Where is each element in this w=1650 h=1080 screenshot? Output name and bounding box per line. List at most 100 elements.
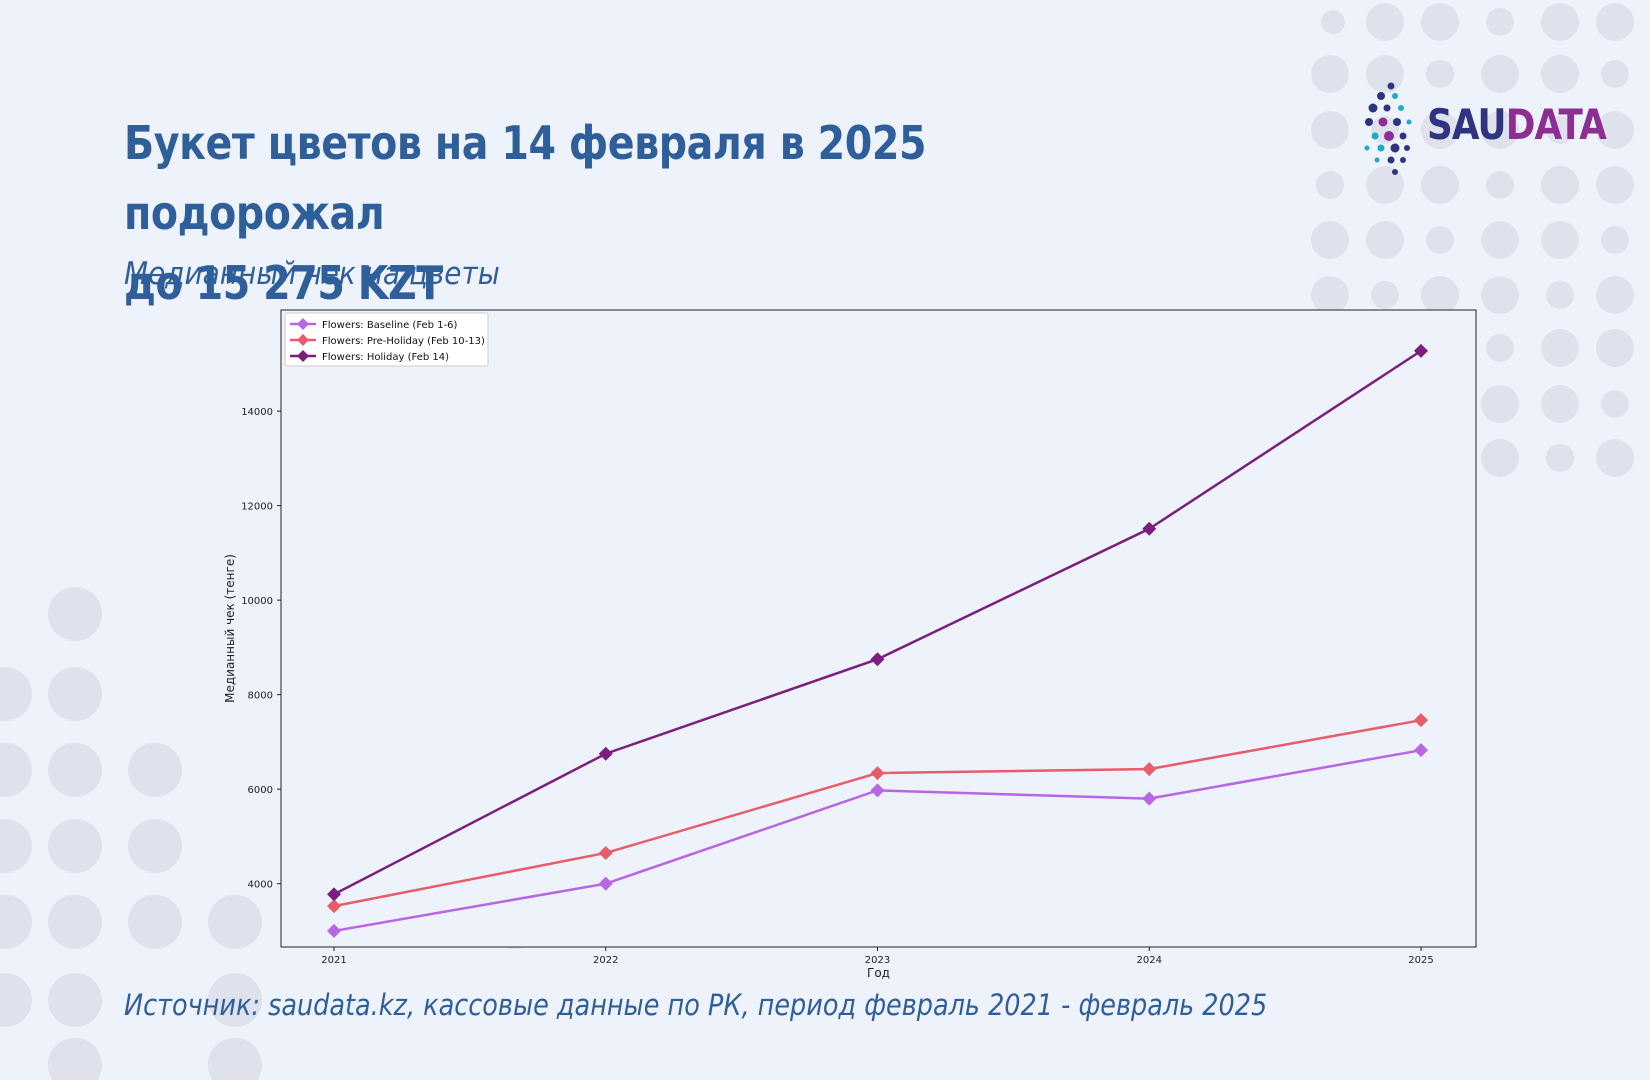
background-dot [1601,226,1629,254]
background-dot [48,895,102,949]
background-dot [0,667,32,721]
y-tick-label: 14000 [241,407,273,418]
background-dot [128,743,182,797]
y-tick-label: 6000 [248,785,273,796]
data-point [1414,743,1428,758]
background-dot [1546,444,1574,472]
background-dot [208,895,262,949]
background-dot [1311,111,1349,149]
background-dot [1541,385,1579,423]
title-line-1: Букет цветов на 14 февраля в 2025 подоро… [124,116,927,240]
background-dot [1421,3,1459,41]
background-dot [1596,439,1634,477]
chart-subtitle: Медианный чек на цветы [124,256,500,292]
data-point [598,845,613,860]
background-dot [1421,166,1459,204]
background-dot [1481,221,1519,259]
data-point [598,876,613,891]
x-tick-label: 2024 [1137,955,1162,966]
background-dot [1421,276,1459,314]
background-dot [1311,276,1349,314]
legend-marker [297,350,309,362]
data-point [870,783,885,798]
data-point [870,652,885,667]
background-dot [128,819,182,873]
background-dot [0,973,32,1027]
background-dot [1486,8,1514,36]
data-point [1142,791,1157,806]
x-axis-label: Год [867,966,890,980]
data-point [327,923,341,938]
background-dot [0,743,32,797]
x-tick-label: 2022 [593,955,618,966]
background-dot [1541,221,1579,259]
background-dot [1546,281,1574,309]
background-dot [128,895,182,949]
background-dot [1541,166,1579,204]
background-dot [1541,55,1579,93]
background-dot [48,1038,102,1080]
background-dot [48,587,102,641]
y-tick-label: 4000 [248,880,273,891]
background-dot [1371,281,1399,309]
background-dot [1596,111,1634,149]
legend-label: Flowers: Pre-Holiday (Feb 10-13) [322,336,485,347]
background-dot [1421,111,1459,149]
data-point [870,766,885,781]
background-dot [1596,329,1634,367]
source-note: Источник: saudata.kz, кассовые данные по… [124,988,1268,1022]
background-dot [208,973,262,1027]
legend-label: Flowers: Holiday (Feb 14) [322,352,449,363]
plot-area [280,309,1477,948]
background-dot [1486,334,1514,362]
background-dot [1366,221,1404,259]
logo-text: SAUDATA [1427,100,1607,149]
background-dot [1321,10,1345,34]
y-tick-label: 10000 [241,596,273,607]
data-point [1142,521,1157,536]
background-dot [1596,276,1634,314]
background-dot [0,895,32,949]
x-tick-label: 2021 [321,955,346,966]
background-dot [1316,171,1344,199]
data-point [1414,343,1428,358]
data-point [1414,713,1428,728]
background-dot [1366,3,1404,41]
background-dot [1481,439,1519,477]
series-1 [327,743,1428,938]
saudata-logo: SAUDATA [1355,78,1607,183]
x-tick-label: 2025 [1408,955,1433,966]
title-line-2: до 15 275 KZT [124,256,443,310]
background-dot [48,667,102,721]
y-axis-label: Медианный чек (тенге) [223,554,237,703]
background-dot [1366,55,1404,93]
background-dot [48,743,102,797]
page-title: Букет цветов на 14 февраля в 2025 подоро… [124,108,984,318]
background-dot [1486,171,1514,199]
background-dot [1601,60,1629,88]
data-point [1142,762,1157,777]
y-tick-label: 8000 [248,691,273,702]
background-dot [1311,55,1349,93]
background-dot [1366,166,1404,204]
background-dot [1481,385,1519,423]
logo-text-sau: SAU [1427,100,1507,149]
logo-text-data: DATA [1505,100,1607,149]
background-dot [1601,390,1629,418]
background-dot [1541,3,1579,41]
background-dot [1311,221,1349,259]
y-tick-label: 12000 [241,502,273,513]
background-dot [1481,276,1519,314]
series-3 [327,343,1428,902]
legend: Flowers: Baseline (Feb 1-6) Flowers: Pre-… [284,312,489,367]
background-dot [1541,329,1579,367]
data-point [598,746,613,761]
background-dot [1596,166,1634,204]
background-dot [1426,60,1454,88]
background-dot [48,819,102,873]
logo-mark-icon [1364,82,1412,175]
series-2 [327,713,1428,914]
background-dot [1546,116,1574,144]
background-dot [1596,3,1634,41]
